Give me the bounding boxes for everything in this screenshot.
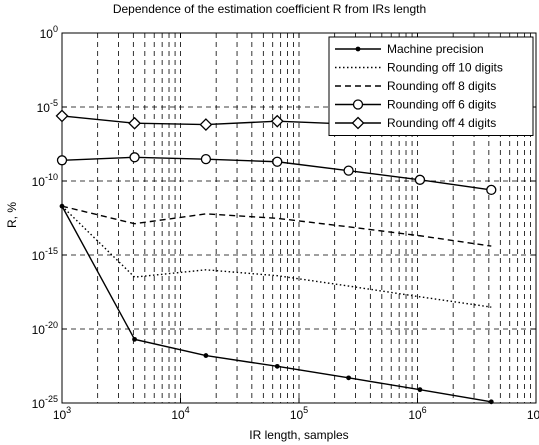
data-point [486, 184, 497, 196]
data-point [55, 109, 69, 123]
legend-box [328, 36, 534, 136]
legend-label: Rounding off 6 digits [387, 98, 496, 112]
x-tick-power: 4 [185, 405, 190, 415]
x-tick-base: 10 [408, 408, 422, 422]
series-line [61, 205, 492, 247]
data-point [272, 156, 283, 167]
x-tick-base: 10 [171, 408, 185, 422]
legend-label: Rounding off 8 digits [387, 79, 496, 93]
chart-title: Dependence of the estimation coefficient… [112, 2, 427, 16]
data-point [414, 174, 426, 185]
legend-item: Rounding off 6 digits [335, 98, 496, 112]
data-point [270, 114, 284, 128]
data-point [346, 375, 351, 381]
series-3 [61, 205, 492, 247]
y-tick-label: 100 [40, 24, 58, 41]
legend-marker [351, 116, 365, 130]
data-point [199, 118, 213, 131]
y-axis-label: R, % [5, 201, 19, 229]
y-tick-power: -5 [50, 98, 58, 108]
data-point [200, 153, 212, 165]
y-tick-label: 10-15 [32, 246, 58, 263]
x-tick-base: 10 [290, 408, 304, 422]
data-point [203, 353, 209, 358]
legend-marker [352, 99, 364, 110]
x-tick-label: 107 [527, 405, 539, 422]
legend-label: Rounding off 4 digits [387, 116, 496, 130]
data-point [417, 387, 423, 393]
x-tick-power: 3 [66, 405, 71, 415]
legend-marker [355, 46, 361, 52]
y-tick-power: -15 [45, 246, 58, 256]
legend-item: Machine precision [335, 42, 484, 56]
legend-label: Rounding off 10 digits [387, 61, 503, 75]
x-tick-power: 6 [422, 405, 427, 415]
legend-item: Rounding off 8 digits [335, 79, 496, 93]
series-1 [59, 203, 494, 405]
x-axis-label: IR length, samples [249, 428, 349, 442]
data-point [274, 363, 280, 369]
data-point [343, 165, 354, 176]
legend-item: Rounding off 10 digits [335, 61, 503, 75]
y-tick-power: -10 [45, 172, 58, 182]
data-point [132, 336, 137, 342]
x-tick-power: 5 [303, 405, 308, 415]
x-tick-label: 103 [53, 405, 71, 422]
x-tick-label: 104 [171, 405, 189, 422]
series-4 [56, 152, 497, 196]
x-tick-label: 105 [290, 405, 308, 422]
y-tick-base: 10 [32, 175, 46, 189]
y-tick-power: -25 [45, 394, 58, 404]
data-point [128, 116, 141, 130]
data-point [56, 155, 68, 166]
data-point [488, 399, 494, 405]
y-tick-label: 10-10 [32, 172, 58, 189]
legend-item: Rounding off 4 digits [335, 116, 496, 130]
x-tick-base: 10 [527, 408, 539, 422]
y-tick-base: 10 [40, 27, 54, 41]
y-tick-label: 10-5 [37, 98, 58, 115]
series-line [61, 205, 492, 308]
y-tick-base: 10 [32, 323, 46, 337]
y-tick-base: 10 [32, 249, 46, 263]
y-tick-base: 10 [32, 397, 46, 411]
y-tick-power: -20 [45, 320, 58, 330]
y-tick-label: 10-20 [32, 320, 58, 337]
legend: Machine precision Rounding off 10 digits R… [328, 36, 534, 136]
y-tick-label: 10-25 [32, 394, 58, 411]
y-tick-base: 10 [37, 101, 51, 115]
legend-label: Machine precision [387, 42, 484, 56]
series-2 [61, 205, 492, 308]
data-point [129, 152, 140, 163]
x-tick-base: 10 [53, 408, 67, 422]
y-tick-power: 0 [53, 24, 58, 34]
x-tick-label: 106 [408, 405, 426, 422]
